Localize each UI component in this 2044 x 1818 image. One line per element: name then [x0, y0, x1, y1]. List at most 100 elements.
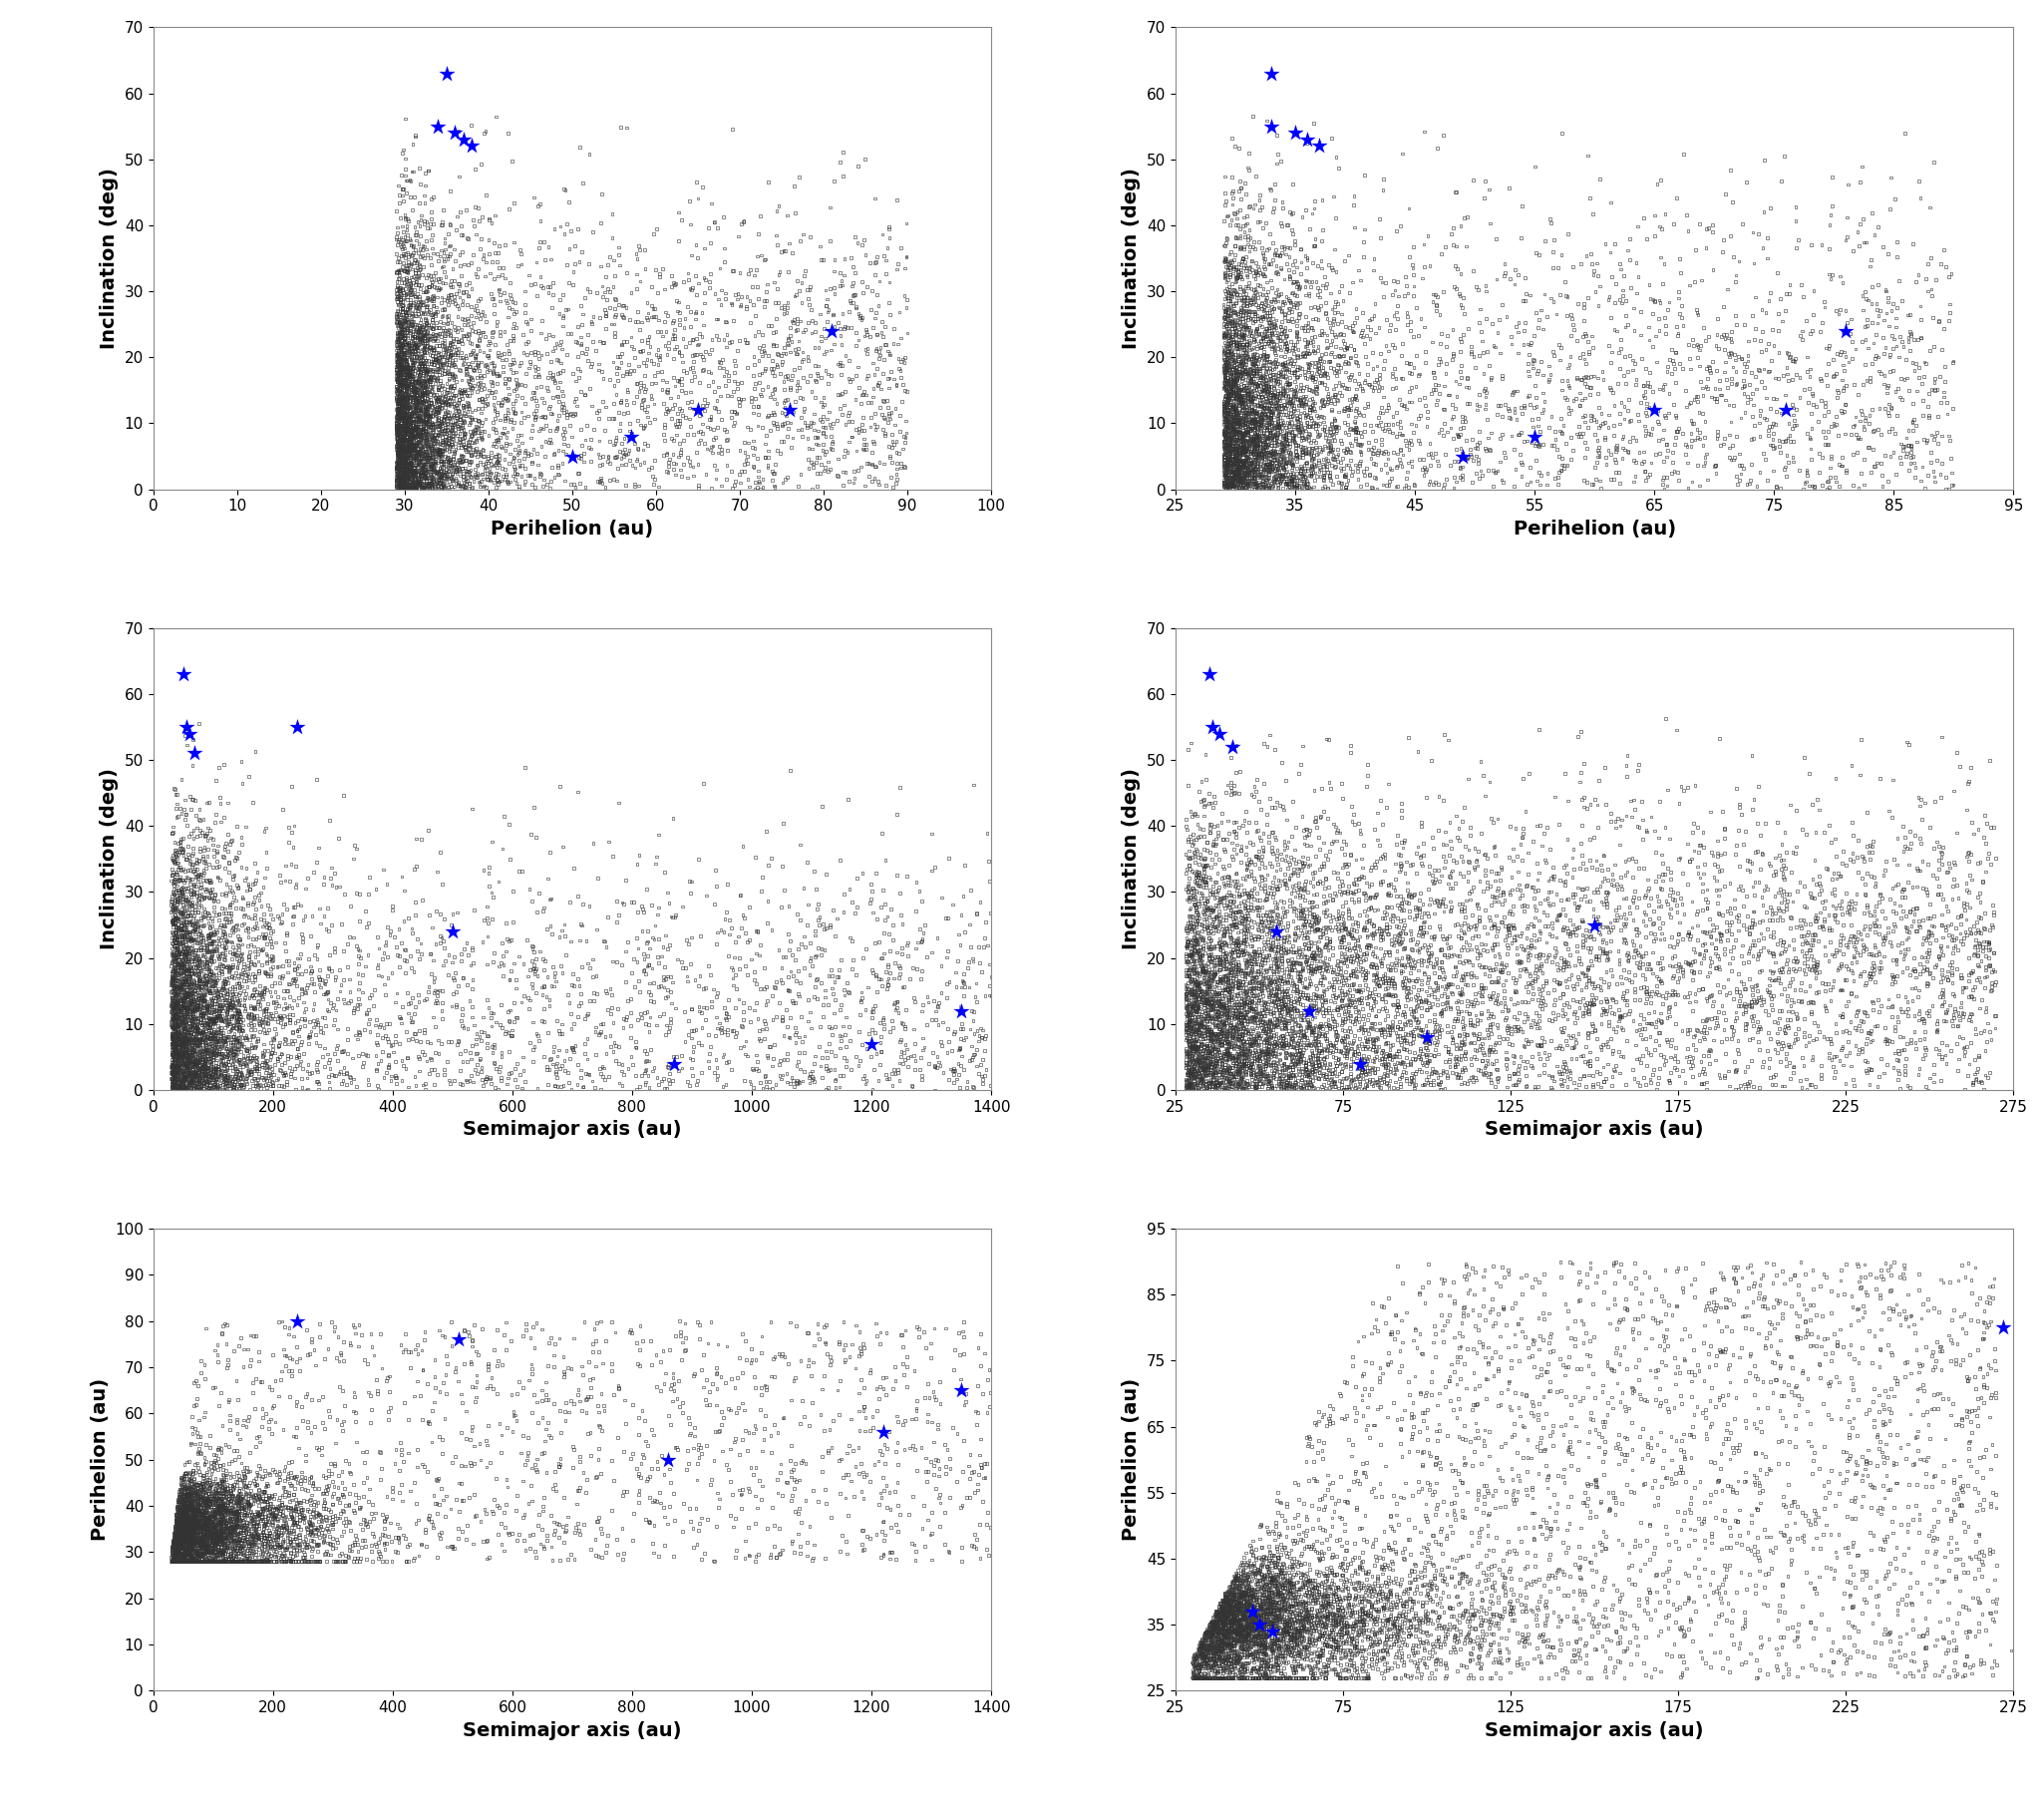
- Point: [1508, 1623, 1541, 1653]
- Point: [409, 396, 442, 425]
- Point: [1210, 404, 1243, 433]
- Point: [206, 1476, 239, 1505]
- Point: [1547, 1002, 1580, 1031]
- Point: [466, 424, 499, 453]
- Point: [392, 316, 425, 345]
- Point: [1472, 1036, 1504, 1065]
- Point: [1218, 1580, 1251, 1609]
- Point: [180, 844, 213, 873]
- Point: [411, 420, 444, 449]
- Point: [1255, 922, 1288, 951]
- Point: [1183, 1018, 1216, 1047]
- Point: [1214, 993, 1247, 1022]
- Point: [1237, 1605, 1269, 1634]
- Point: [1625, 320, 1658, 349]
- Point: [1208, 262, 1241, 291]
- Point: [1721, 905, 1754, 934]
- Point: [1629, 456, 1662, 485]
- Point: [1347, 1583, 1380, 1613]
- Point: [211, 1533, 243, 1562]
- Point: [182, 1438, 215, 1467]
- Point: [1942, 1056, 1975, 1085]
- Point: [1214, 338, 1247, 367]
- Point: [863, 367, 895, 396]
- Point: [325, 1340, 358, 1369]
- Point: [1425, 318, 1457, 347]
- Point: [180, 1013, 213, 1042]
- Point: [1349, 1347, 1382, 1376]
- Point: [785, 415, 818, 444]
- Point: [1282, 415, 1314, 444]
- Point: [1224, 938, 1257, 967]
- Point: [1228, 1573, 1261, 1602]
- Point: [1200, 1611, 1233, 1640]
- Point: [1339, 1405, 1372, 1434]
- Point: [399, 1062, 431, 1091]
- Point: [198, 1022, 231, 1051]
- Point: [1224, 1578, 1257, 1607]
- Point: [1206, 798, 1239, 827]
- Point: [499, 454, 531, 484]
- Point: [1239, 413, 1271, 442]
- Point: [1237, 445, 1269, 474]
- Point: [437, 380, 470, 409]
- Point: [264, 969, 296, 998]
- Point: [1210, 400, 1243, 429]
- Point: [1214, 296, 1247, 325]
- Point: [1316, 1540, 1349, 1569]
- Point: [1795, 1509, 1827, 1538]
- Point: [1402, 894, 1435, 924]
- Point: [531, 233, 564, 262]
- Point: [421, 982, 454, 1011]
- Point: [574, 447, 607, 476]
- Point: [1474, 1000, 1506, 1029]
- Point: [1220, 435, 1253, 464]
- Point: [1226, 464, 1259, 493]
- Point: [916, 1545, 948, 1574]
- Point: [1433, 1047, 1466, 1076]
- Point: [1447, 284, 1480, 313]
- Point: [1237, 1609, 1269, 1638]
- Point: [159, 1053, 192, 1082]
- Point: [390, 460, 423, 489]
- Point: [572, 249, 605, 278]
- Point: [1600, 1433, 1633, 1462]
- Point: [384, 256, 417, 285]
- Point: [1337, 1611, 1369, 1640]
- Point: [423, 436, 456, 465]
- Point: [1224, 375, 1257, 404]
- Point: [1682, 911, 1715, 940]
- Point: [168, 991, 200, 1020]
- Point: [1856, 1347, 1889, 1376]
- Point: [384, 427, 417, 456]
- Point: [417, 338, 450, 367]
- Point: [284, 1498, 317, 1527]
- Point: [1218, 438, 1251, 467]
- Point: [1263, 391, 1296, 420]
- Point: [390, 371, 423, 400]
- Point: [159, 1520, 192, 1549]
- Point: [221, 1527, 253, 1556]
- Point: [1423, 371, 1455, 400]
- Point: [1259, 1618, 1292, 1647]
- Point: [1216, 467, 1249, 496]
- Point: [1259, 1029, 1292, 1058]
- Point: [832, 313, 865, 342]
- Point: [1188, 985, 1220, 1014]
- Point: [1171, 945, 1204, 974]
- Point: [274, 1005, 307, 1034]
- Point: [1237, 1600, 1269, 1629]
- Point: [382, 418, 415, 447]
- Point: [1222, 467, 1255, 496]
- Point: [1235, 1574, 1267, 1603]
- Point: [1846, 1333, 1878, 1362]
- Point: [1290, 902, 1322, 931]
- Point: [501, 425, 533, 454]
- Point: [1905, 305, 1938, 335]
- Point: [1278, 1585, 1310, 1614]
- Point: [1257, 229, 1290, 258]
- Point: [413, 405, 446, 435]
- Point: [1633, 873, 1666, 902]
- Point: [386, 229, 419, 258]
- Point: [392, 409, 425, 438]
